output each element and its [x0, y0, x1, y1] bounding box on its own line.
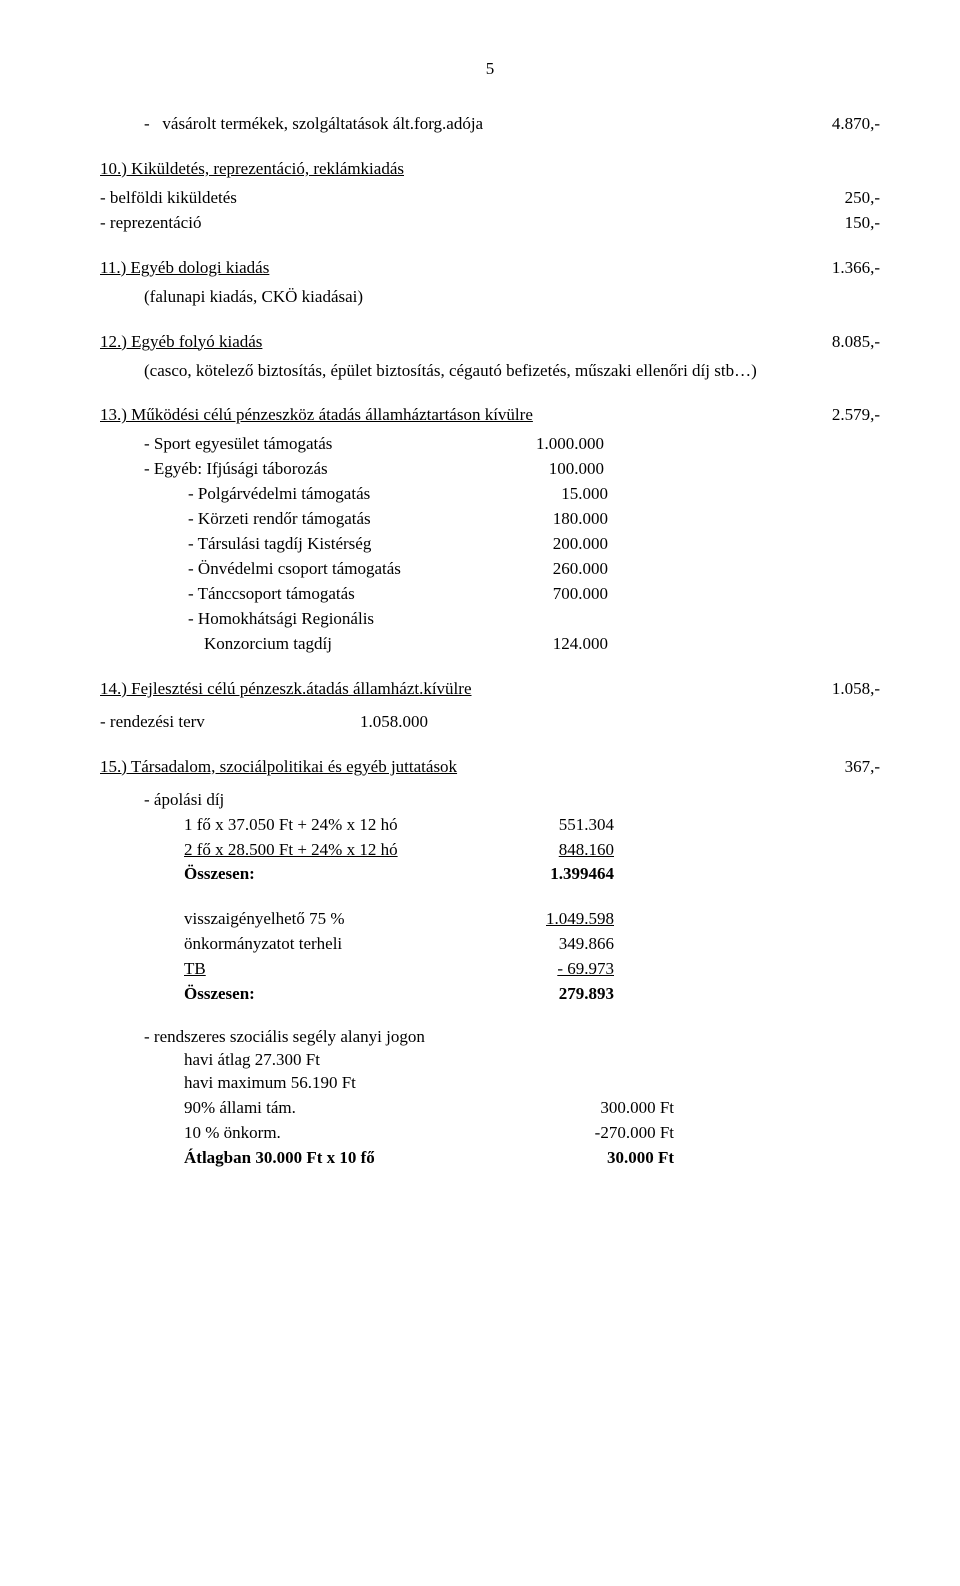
item-reprezentacio: - reprezentáció 150,-	[100, 212, 880, 235]
section-12-head: 12.) Egyéb folyó kiadás 8.085,-	[100, 331, 880, 354]
visszaigenyelheto: visszaigényelhető 75 % 1.049.598	[184, 908, 880, 931]
section-14-head: 14.) Fejlesztési célú pénzeszk.átadás ál…	[100, 678, 880, 701]
item-onvedelmi: - Önvédelmi csoport támogatás 260.000	[188, 558, 880, 581]
apolasi-sum: Összesen: 1.399464	[184, 863, 880, 886]
section-11-sub: (falunapi kiadás, CKÖ kiadásai)	[144, 286, 880, 309]
section-15-head: 15.) Társadalom, szociálpolitikai és egy…	[100, 756, 880, 779]
havi-maximum: havi maximum 56.190 Ft	[184, 1072, 880, 1095]
rendszeres-szocialis-title: - rendszeres szociális segély alanyi jog…	[144, 1026, 880, 1049]
item-sport-egyesulet: - Sport egyesület támogatás 1.000.000	[144, 433, 880, 456]
item-korzeti-rendor: - Körzeti rendőr támogatás 180.000	[188, 508, 880, 531]
item-homokhatsagi-2: Konzorcium tagdíj 124.000	[204, 633, 880, 656]
apolasi-row-2: 2 fő x 28.500 Ft + 24% x 12 hó 848.160	[184, 839, 880, 862]
item-tarsulasi-tagdij: - Társulási tagdíj Kistérség 200.000	[188, 533, 880, 556]
apolasi-dij-title: - ápolási díj	[144, 789, 880, 812]
item-egyeb-ifjusagi: - Egyéb: Ifjúsági táborozás 100.000	[144, 458, 880, 481]
atlagban: Átlagban 30.000 Ft x 10 fő 30.000 Ft	[184, 1147, 880, 1170]
item-label: - vásárolt termékek, szolgáltatások ált.…	[144, 113, 790, 136]
section-13-head: 13.) Működési célú pénzeszköz átadás áll…	[100, 404, 880, 427]
apolasi-row-1: 1 fő x 37.050 Ft + 24% x 12 hó 551.304	[184, 814, 880, 837]
item-belfoldi-kikuldetes: - belföldi kiküldetés 250,-	[100, 187, 880, 210]
section-11-head: 11.) Egyéb dologi kiadás 1.366,-	[100, 257, 880, 280]
block2-sum: Összesen: 279.893	[184, 983, 880, 1006]
item-rendezesi-terv: - rendezési terv 1.058.000	[100, 711, 880, 734]
onkorm: 10 % önkorm. -270.000 Ft	[184, 1122, 880, 1145]
item-vasarolt-termekek: - vásárolt termékek, szolgáltatások ált.…	[144, 113, 880, 136]
onkormanyzatot-terheli: önkormányzatot terheli 349.866	[184, 933, 880, 956]
allami-tam: 90% állami tám. 300.000 Ft	[184, 1097, 880, 1120]
item-value: 4.870,-	[790, 113, 880, 136]
page-number: 5	[100, 58, 880, 81]
item-polgarvedelmi: - Polgárvédelmi támogatás 15.000	[188, 483, 880, 506]
havi-atlag: havi átlag 27.300 Ft	[184, 1049, 880, 1072]
item-tanccsoport: - Tánccsoport támogatás 700.000	[188, 583, 880, 606]
item-homokhatsagi-1: - Homokhátsági Regionális	[188, 608, 880, 631]
section-10-head: 10.) Kiküldetés, reprezentáció, reklámki…	[100, 158, 880, 181]
tb-row: TB - 69.973	[184, 958, 880, 981]
section-13-list: - Sport egyesület támogatás 1.000.000 - …	[144, 433, 880, 655]
section-12-sub: (casco, kötelező biztosítás, épület bizt…	[144, 360, 784, 383]
